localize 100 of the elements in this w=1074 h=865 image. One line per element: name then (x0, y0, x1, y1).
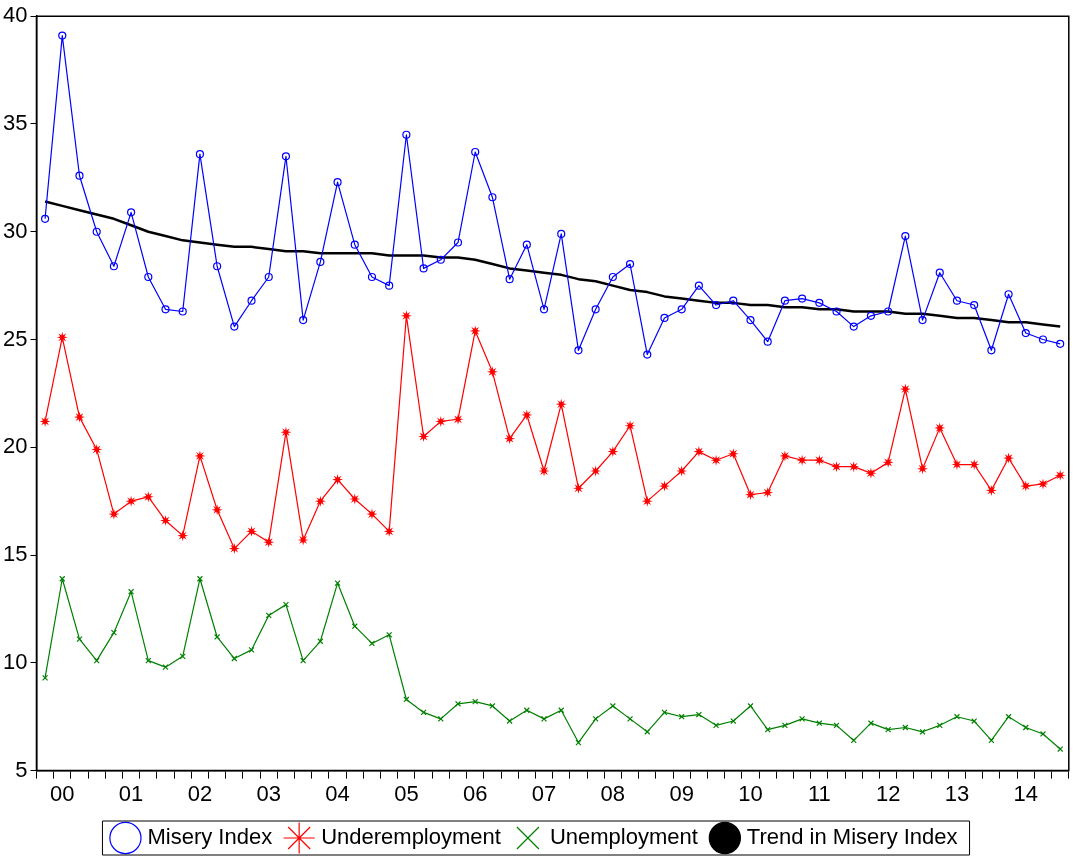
point (539, 305, 549, 314)
point (918, 316, 927, 325)
point (607, 446, 619, 458)
point (780, 296, 790, 305)
point (848, 461, 860, 473)
point (557, 229, 566, 238)
y-tick-label: 10 (2, 648, 28, 674)
x-tick-label: 02 (187, 780, 213, 806)
point (574, 346, 583, 355)
point (230, 322, 239, 331)
point (144, 272, 153, 282)
point (40, 214, 50, 223)
point (934, 422, 946, 434)
point (936, 722, 943, 729)
point (91, 443, 103, 455)
point (39, 415, 51, 427)
point (300, 657, 307, 664)
point (108, 508, 120, 520)
point (747, 702, 754, 710)
point (676, 465, 688, 477)
x-tick-label: 06 (462, 780, 488, 806)
point (1004, 290, 1013, 299)
point (885, 726, 892, 733)
point (314, 495, 326, 507)
x-tick-label: 01 (118, 780, 144, 806)
point (643, 350, 652, 359)
point (334, 580, 341, 587)
point (161, 305, 170, 314)
point (970, 300, 979, 310)
point (506, 717, 513, 725)
point (626, 715, 634, 722)
point (471, 147, 480, 157)
point (489, 702, 496, 710)
point (694, 281, 703, 290)
point (436, 255, 445, 264)
point (729, 296, 738, 305)
point (505, 275, 514, 284)
point (762, 487, 774, 499)
point (711, 300, 721, 310)
point (453, 238, 463, 247)
point (538, 465, 550, 477)
point (367, 272, 377, 282)
point (985, 484, 997, 496)
point (572, 482, 584, 494)
point (641, 495, 653, 507)
point (521, 409, 533, 421)
point (194, 450, 206, 462)
point (299, 316, 308, 325)
point (349, 493, 361, 505)
point (1005, 713, 1012, 720)
point (693, 446, 705, 458)
legend-label: Misery Index (147, 824, 273, 850)
point (1038, 335, 1048, 344)
point (195, 150, 205, 159)
point (865, 467, 877, 479)
point (127, 208, 136, 217)
point (73, 411, 85, 423)
point (522, 240, 531, 249)
point (435, 415, 447, 427)
point (263, 536, 275, 548)
point (695, 711, 702, 718)
y-tick-label: 30 (2, 217, 28, 243)
point (1022, 724, 1029, 731)
x-tick-label: 04 (325, 780, 350, 806)
point (763, 337, 772, 346)
point (832, 307, 841, 316)
point (128, 588, 135, 595)
point (608, 272, 617, 282)
point (228, 543, 240, 555)
point (486, 366, 498, 378)
point (472, 698, 479, 705)
point (282, 601, 290, 608)
point (280, 426, 292, 438)
point (109, 262, 118, 271)
point (231, 655, 238, 662)
x-tick-label: 07 (531, 780, 557, 806)
point (366, 508, 378, 520)
point (214, 633, 221, 641)
point (177, 530, 189, 542)
point (592, 715, 599, 722)
legend-label: Unemployment (549, 824, 698, 850)
point (246, 525, 258, 537)
point (248, 646, 255, 653)
point (540, 715, 548, 722)
point (884, 307, 893, 316)
point (297, 534, 309, 546)
point (660, 313, 669, 323)
point (901, 231, 910, 241)
legend-label: Trend in Misery Index (746, 824, 958, 850)
point (402, 130, 411, 139)
point (917, 463, 929, 475)
point (746, 316, 755, 325)
x-tick-label: 08 (600, 780, 626, 806)
point (591, 305, 600, 314)
point (1054, 469, 1066, 481)
x-tick-label: 12 (875, 780, 901, 806)
x-tick-label: 14 (1013, 780, 1039, 806)
point (452, 413, 464, 425)
point (418, 431, 430, 443)
point (816, 720, 823, 727)
